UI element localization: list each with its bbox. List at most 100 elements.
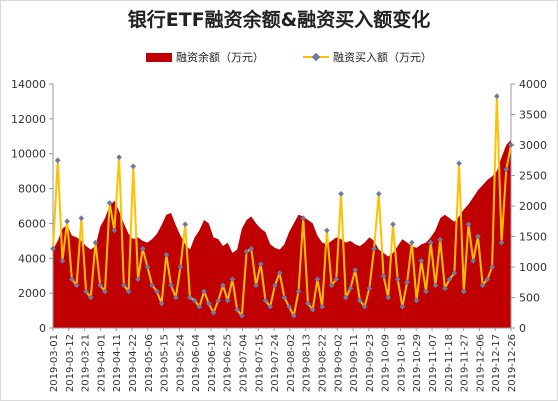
purchase-point bbox=[338, 190, 344, 197]
x-tick-label: 2019-06-04 bbox=[191, 334, 202, 392]
y-left-tick-label: 0 bbox=[39, 322, 46, 335]
purchase-point bbox=[494, 93, 500, 100]
purchase-point bbox=[64, 218, 70, 225]
y-right-tick-label: 2500 bbox=[519, 170, 547, 183]
purchase-point bbox=[272, 282, 278, 289]
x-tick-label: 2019-12-06 bbox=[475, 334, 486, 392]
purchase-point bbox=[475, 233, 481, 240]
purchase-point bbox=[427, 239, 434, 246]
purchase-point bbox=[276, 270, 283, 276]
x-tick-label: 2019-12-26 bbox=[507, 334, 518, 392]
purchase-point bbox=[248, 245, 255, 252]
purchase-point bbox=[371, 245, 377, 252]
purchase-point bbox=[489, 264, 495, 270]
purchase-point bbox=[328, 282, 335, 289]
x-tick-label: 2019-09-23 bbox=[365, 334, 376, 392]
purchase-point bbox=[390, 221, 396, 228]
purchase-point bbox=[102, 288, 108, 295]
y-left-tick-label: 8000 bbox=[18, 183, 46, 196]
purchase-point bbox=[78, 215, 85, 222]
y-right-tick-label: 500 bbox=[519, 292, 540, 305]
purchase-point bbox=[210, 309, 217, 316]
purchase-point bbox=[446, 276, 453, 283]
legend-label-purchase: 融资买入额（万元） bbox=[333, 51, 432, 64]
x-tick-label: 2019-03-12 bbox=[65, 334, 76, 392]
x-tick-label: 2019-06-25 bbox=[223, 334, 234, 392]
x-tick-label: 2019-12-17 bbox=[491, 334, 502, 392]
purchase-point bbox=[305, 300, 311, 307]
purchase-point bbox=[404, 279, 410, 286]
y-right-tick-label: 1000 bbox=[519, 261, 547, 274]
purchase-point bbox=[201, 288, 207, 295]
purchase-point bbox=[224, 297, 231, 304]
x-tick-label: 2019-03-21 bbox=[81, 334, 92, 392]
x-tick-label: 2019-10-09 bbox=[381, 334, 392, 392]
purchase-point bbox=[342, 294, 349, 301]
purchase-point bbox=[144, 264, 151, 270]
purchase-point bbox=[111, 227, 118, 234]
purchase-point bbox=[139, 245, 146, 252]
purchase-point bbox=[196, 303, 203, 310]
y-right-tick-label: 3500 bbox=[519, 109, 547, 122]
x-tick-label: 2019-05-15 bbox=[160, 334, 171, 392]
purchase-point bbox=[177, 264, 184, 270]
purchase-point bbox=[385, 294, 392, 301]
y-right-tick-label: 4000 bbox=[519, 78, 547, 91]
purchase-point bbox=[314, 276, 321, 283]
x-tick-label: 2019-07-24 bbox=[270, 334, 281, 392]
x-tick-label: 2019-11-27 bbox=[460, 334, 471, 392]
legend-item-purchase: 融资买入额（万元） bbox=[303, 49, 432, 65]
x-tick-label: 2019-04-11 bbox=[112, 334, 123, 392]
y-right-tick-label: 2000 bbox=[519, 200, 547, 213]
x-tick-label: 2019-08-13 bbox=[302, 334, 313, 392]
x-tick-label: 2019-09-02 bbox=[333, 334, 344, 392]
x-tick-label: 2019-11-18 bbox=[444, 334, 455, 392]
purchase-point bbox=[205, 300, 212, 307]
purchase-point bbox=[394, 276, 401, 283]
purchase-point bbox=[470, 258, 477, 264]
purchase-point bbox=[479, 282, 486, 289]
y-right-tick-label: 3000 bbox=[519, 139, 547, 152]
y-left-tick-label: 6000 bbox=[18, 217, 46, 230]
purchase-point bbox=[69, 276, 75, 283]
purchase-point bbox=[267, 303, 274, 310]
x-tick-label: 2019-09-11 bbox=[349, 334, 360, 392]
y-left-tick-label: 4000 bbox=[18, 252, 46, 265]
y-left-tick-label: 12000 bbox=[11, 113, 46, 126]
purchase-point bbox=[168, 282, 174, 289]
purchase-point bbox=[154, 288, 160, 295]
purchase-point bbox=[92, 239, 99, 246]
x-tick-label: 2019-07-15 bbox=[254, 334, 265, 392]
purchase-point bbox=[324, 227, 330, 234]
purchase-point bbox=[352, 267, 359, 273]
purchase-point bbox=[423, 288, 429, 295]
purchase-point bbox=[503, 166, 510, 173]
x-tick-label: 2019-08-22 bbox=[317, 334, 328, 392]
legend-label-balance: 融资余额（万元） bbox=[176, 51, 264, 64]
x-tick-label: 2019-07-04 bbox=[239, 334, 250, 392]
purchase-point bbox=[413, 297, 420, 304]
purchase-point bbox=[309, 306, 316, 313]
purchase-point bbox=[149, 282, 155, 289]
purchase-point bbox=[158, 300, 165, 307]
purchase-point bbox=[409, 239, 415, 246]
purchase-point bbox=[229, 276, 236, 283]
x-tick-label: 2019-05-24 bbox=[175, 334, 186, 392]
x-tick-label: 2019-03-01 bbox=[49, 334, 60, 392]
purchase-point bbox=[366, 285, 373, 292]
y-left-tick-label: 2000 bbox=[18, 287, 46, 300]
x-tick-label: 2019-06-14 bbox=[207, 334, 218, 392]
purchase-point bbox=[418, 258, 425, 264]
x-tick-label: 2019-04-22 bbox=[128, 334, 139, 392]
legend: 融资余额（万元） 融资买入额（万元） bbox=[1, 49, 557, 65]
chart-title: 银行ETF融资余额&融资买入额变化 bbox=[127, 9, 431, 31]
purchase-point bbox=[130, 163, 137, 170]
purchase-point bbox=[239, 312, 245, 319]
purchase-point bbox=[59, 258, 66, 264]
purchase-point bbox=[116, 154, 122, 161]
x-tick-label: 2019-10-18 bbox=[396, 334, 407, 392]
legend-swatch-purchase bbox=[303, 52, 329, 62]
purchase-point bbox=[456, 160, 462, 167]
purchase-point bbox=[375, 190, 382, 197]
